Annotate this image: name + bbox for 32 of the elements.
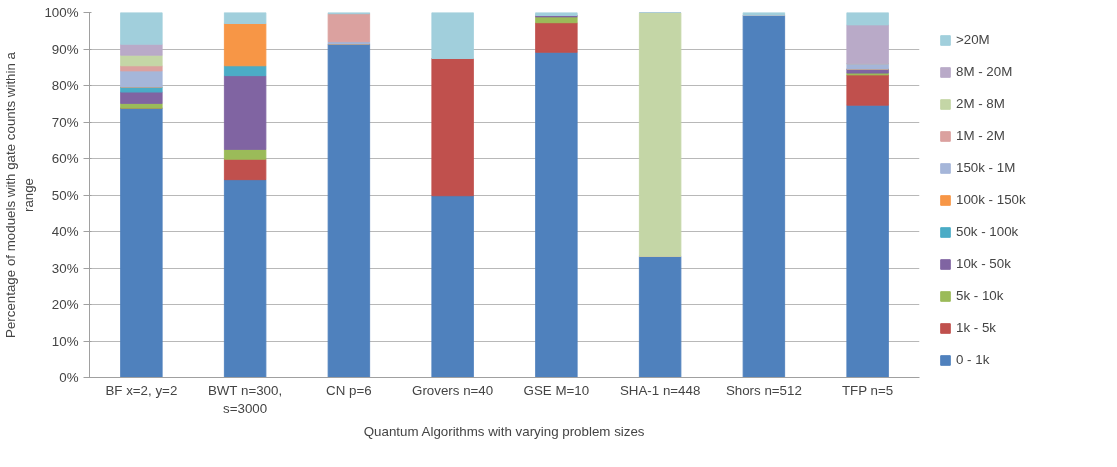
- legend-label: 8M - 20M: [956, 64, 1013, 79]
- x-tick-label: GSE M=10: [523, 382, 590, 398]
- legend-label: >20M: [956, 32, 990, 47]
- y-tick-label: 80%: [51, 78, 79, 93]
- x-tick-label: Shors n=512: [725, 382, 802, 398]
- x-tick-label: CN p=6: [326, 382, 372, 398]
- y-tick-label: 20%: [51, 297, 79, 312]
- y-tick-label: 40%: [51, 224, 79, 239]
- y-tick-label: 0%: [59, 370, 79, 385]
- legend-label: 10k - 50k: [956, 256, 1011, 271]
- y-tick-label: 50%: [51, 187, 79, 203]
- y-tick-label: 100%: [44, 5, 79, 20]
- x-axis-title: Quantum Algorithms with varying problem sizes: [363, 423, 645, 439]
- legend-label: 1k - 5k: [956, 320, 996, 335]
- legend-label: 2M - 8M: [956, 96, 1005, 111]
- legend-label: 100k - 150k: [956, 192, 1026, 207]
- legend-label: 1M - 2M: [956, 128, 1005, 143]
- y-tick-label: 90%: [51, 41, 79, 57]
- y-tick-label: 10%: [51, 333, 79, 349]
- x-tick-label: Grovers n=40: [412, 382, 494, 398]
- legend-label: 0 - 1k: [956, 352, 990, 367]
- x-tick-label: SHA-1 n=448: [619, 382, 701, 398]
- x-tick-label: BWT n=300, s=3000: [207, 382, 283, 416]
- y-axis-title: Percentage of moduels with gate counts within a range: [3, 51, 37, 338]
- y-tick-label: 70%: [51, 114, 79, 130]
- x-tick-label: BF x=2, y=2: [105, 382, 178, 398]
- y-tick-label: 30%: [51, 260, 79, 276]
- x-tick-label: TFP n=5: [841, 382, 894, 398]
- legend-label: 5k - 10k: [956, 288, 1004, 303]
- legend-label: 50k - 100k: [956, 224, 1019, 239]
- y-tick-label: 60%: [51, 151, 79, 166]
- legend-label: 150k - 1M: [956, 160, 1016, 175]
